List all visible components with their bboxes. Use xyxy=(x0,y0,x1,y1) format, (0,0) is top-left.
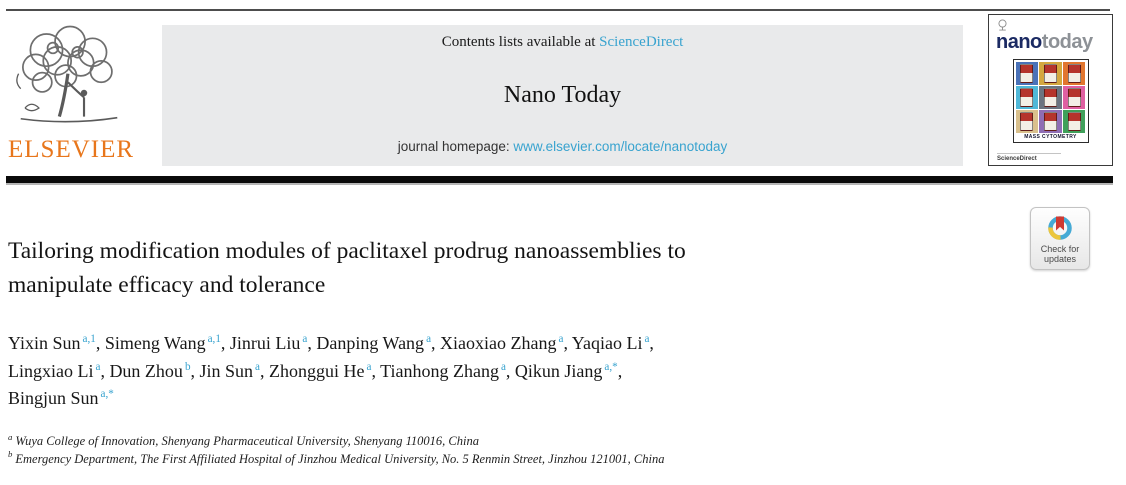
crossmark-icon xyxy=(1048,216,1072,240)
article-title: Tailoring modification modules of paclit… xyxy=(8,234,958,302)
affiliation-marker: a xyxy=(8,431,13,442)
cover-can-cell xyxy=(1039,86,1062,109)
cover-masthead: nanotoday xyxy=(996,32,1112,52)
author-affiliation-superscript: a,1 xyxy=(82,333,96,345)
check-badge-label-line1: Check for xyxy=(1040,244,1080,254)
author-affiliation-superscript: a,1 xyxy=(207,333,221,345)
cover-can-cell xyxy=(1015,86,1039,109)
author-affiliation-superscript: a xyxy=(644,333,650,345)
soup-can-icon xyxy=(1020,63,1034,84)
author-name: Zhonggui He xyxy=(269,360,365,381)
affiliation-line: b Emergency Department, The First Affilia… xyxy=(8,449,665,466)
journal-banner: Contents lists available at ScienceDirec… xyxy=(162,25,963,166)
author-line: Bingjun Sun a,* xyxy=(8,385,988,413)
author-name: Yaqiao Li xyxy=(571,333,643,353)
author-affiliation-superscript: a xyxy=(95,360,101,373)
elsevier-logo: ELSEVIER xyxy=(8,22,158,168)
homepage-prefix: journal homepage: xyxy=(397,139,514,154)
article-title-line-1: Tailoring modification modules of paclit… xyxy=(8,238,686,264)
author-affiliation-superscript: a,* xyxy=(604,360,618,373)
author-block: Yixin Sun a,1, Simeng Wang a,1, Jinrui Liu… xyxy=(8,330,988,413)
header-black-bar xyxy=(6,176,1113,185)
journal-name: Nano Today xyxy=(503,81,622,108)
homepage-link[interactable]: www.elsevier.com/locate/nanotoday xyxy=(513,139,728,154)
author-affiliation-superscript: a xyxy=(500,360,506,373)
check-for-updates-badge[interactable]: Check for updates xyxy=(1030,207,1090,270)
sciencedirect-link[interactable]: ScienceDirect xyxy=(599,34,684,50)
soup-can-icon xyxy=(1020,87,1034,108)
author-name: Danping Wang xyxy=(316,333,425,353)
author-name: Tianhong Zhang xyxy=(380,360,499,381)
contents-list-line: Contents lists available at ScienceDirec… xyxy=(442,34,684,51)
cover-can-grid xyxy=(1015,62,1086,133)
soup-can-icon xyxy=(1067,87,1081,108)
author-affiliation-superscript: a xyxy=(558,333,564,345)
author-name: Xiaoxiao Zhang xyxy=(440,333,557,353)
cover-microtext-line xyxy=(997,152,1061,154)
top-rule-divider xyxy=(6,9,1110,11)
author-affiliation-superscript: a xyxy=(426,333,432,345)
cover-can-cell xyxy=(1015,62,1039,85)
cover-art-frame: MASS CYTOMETRY xyxy=(1012,59,1089,143)
author-name: Lingxiao Li xyxy=(8,360,94,381)
author-name: Jin Sun xyxy=(199,360,254,381)
check-badge-label-line2: updates xyxy=(1043,254,1076,264)
check-badge-label: Check for updates xyxy=(1041,244,1080,264)
author-name: Simeng Wang xyxy=(104,333,206,353)
author-name: Dun Zhou xyxy=(109,360,183,381)
cover-issue-theme-label: MASS CYTOMETRY xyxy=(1024,134,1077,140)
author-line: Yixin Sun a,1, Simeng Wang a,1, Jinrui Liu… xyxy=(8,333,654,353)
soup-can-icon xyxy=(1044,87,1057,108)
journal-cover-thumbnail: nanotoday MASS CYTOMETRY ScienceDirect xyxy=(988,14,1113,166)
elsevier-tree-icon xyxy=(16,25,118,123)
author-name: Yixin Sun xyxy=(8,333,81,353)
soup-can-icon xyxy=(1044,111,1057,132)
soup-can-icon xyxy=(1044,63,1057,84)
cover-can-cell xyxy=(1062,62,1086,85)
cover-tree-icon xyxy=(998,19,1007,31)
cover-can-cell xyxy=(1039,110,1062,133)
soup-can-icon xyxy=(1067,63,1081,84)
soup-can-icon xyxy=(1020,111,1034,132)
affiliation-marker: b xyxy=(8,449,13,460)
soup-can-icon xyxy=(1067,111,1081,132)
cover-footer: ScienceDirect xyxy=(997,152,1061,162)
author-affiliation-superscript: a xyxy=(302,333,308,345)
affiliations-block: a Wuya College of Innovation, Shenyang Ph… xyxy=(8,431,1008,468)
author-affiliation-superscript: a,* xyxy=(100,388,114,400)
author-line: Lingxiao Li a, Dun Zhou b, Jin Sun a, Zhong… xyxy=(8,360,623,381)
author-name: Bingjun Sun xyxy=(8,388,99,408)
author-affiliation-superscript: b xyxy=(184,360,191,373)
cover-can-cell xyxy=(1062,86,1086,109)
affiliation-line: a Wuya College of Innovation, Shenyang Ph… xyxy=(8,431,479,448)
cover-can-cell xyxy=(1015,110,1039,133)
author-affiliation-superscript: a xyxy=(366,360,372,373)
elsevier-wordmark: ELSEVIER xyxy=(8,136,135,163)
cover-masthead-today: today xyxy=(1041,31,1093,53)
article-title-line-2: manipulate efficacy and tolerance xyxy=(8,272,326,298)
author-name: Jinrui Liu xyxy=(229,333,301,353)
author-affiliation-superscript: a xyxy=(255,360,260,373)
cover-can-cell xyxy=(1062,110,1086,133)
contents-prefix: Contents lists available at xyxy=(441,34,600,50)
cover-can-cell xyxy=(1039,62,1062,85)
journal-homepage-line: journal homepage: www.elsevier.com/locat… xyxy=(398,139,727,154)
author-name: Qikun Jiang xyxy=(514,360,603,381)
cover-masthead-nano: nano xyxy=(996,31,1042,53)
cover-sciencedirect-label: ScienceDirect xyxy=(997,156,1037,162)
